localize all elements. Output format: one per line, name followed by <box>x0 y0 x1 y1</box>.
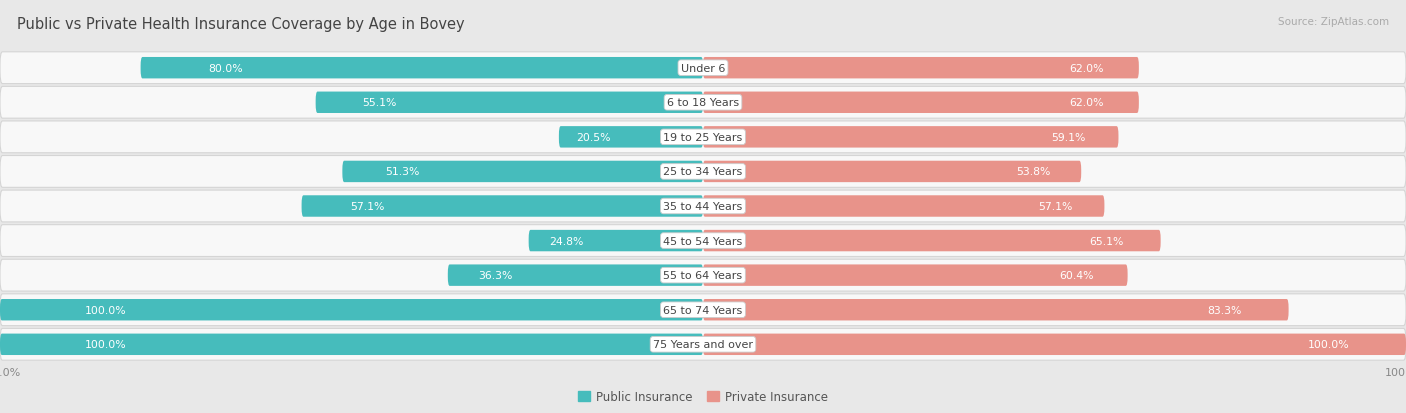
FancyBboxPatch shape <box>703 334 1406 355</box>
Text: Under 6: Under 6 <box>681 64 725 74</box>
Text: 51.3%: 51.3% <box>385 167 420 177</box>
FancyBboxPatch shape <box>0 53 1406 84</box>
Text: 24.8%: 24.8% <box>550 236 583 246</box>
FancyBboxPatch shape <box>0 156 1406 188</box>
FancyBboxPatch shape <box>0 260 1406 291</box>
FancyBboxPatch shape <box>703 127 1119 148</box>
Text: 55 to 64 Years: 55 to 64 Years <box>664 271 742 280</box>
Text: 83.3%: 83.3% <box>1208 305 1241 315</box>
FancyBboxPatch shape <box>0 122 1406 153</box>
FancyBboxPatch shape <box>0 329 1406 360</box>
FancyBboxPatch shape <box>703 299 1289 320</box>
Text: 57.1%: 57.1% <box>1038 202 1073 211</box>
Text: 100.0%: 100.0% <box>1308 339 1350 349</box>
Text: 59.1%: 59.1% <box>1050 133 1085 142</box>
Text: 6 to 18 Years: 6 to 18 Years <box>666 98 740 108</box>
FancyBboxPatch shape <box>0 87 1406 119</box>
FancyBboxPatch shape <box>0 191 1406 222</box>
FancyBboxPatch shape <box>141 58 703 79</box>
Legend: Public Insurance, Private Insurance: Public Insurance, Private Insurance <box>574 385 832 408</box>
FancyBboxPatch shape <box>703 196 1105 217</box>
FancyBboxPatch shape <box>703 58 1139 79</box>
Text: 62.0%: 62.0% <box>1070 64 1104 74</box>
Text: 19 to 25 Years: 19 to 25 Years <box>664 133 742 142</box>
Text: Public vs Private Health Insurance Coverage by Age in Bovey: Public vs Private Health Insurance Cover… <box>17 17 464 31</box>
Text: 53.8%: 53.8% <box>1017 167 1050 177</box>
Text: 35 to 44 Years: 35 to 44 Years <box>664 202 742 211</box>
FancyBboxPatch shape <box>703 161 1081 183</box>
FancyBboxPatch shape <box>560 127 703 148</box>
FancyBboxPatch shape <box>343 161 703 183</box>
Text: 25 to 34 Years: 25 to 34 Years <box>664 167 742 177</box>
Text: Source: ZipAtlas.com: Source: ZipAtlas.com <box>1278 17 1389 26</box>
Text: 57.1%: 57.1% <box>350 202 384 211</box>
FancyBboxPatch shape <box>315 93 703 114</box>
Text: 65.1%: 65.1% <box>1090 236 1123 246</box>
Text: 36.3%: 36.3% <box>478 271 513 280</box>
Text: 100.0%: 100.0% <box>84 305 127 315</box>
Text: 20.5%: 20.5% <box>576 133 610 142</box>
FancyBboxPatch shape <box>703 230 1161 252</box>
FancyBboxPatch shape <box>0 294 1406 326</box>
FancyBboxPatch shape <box>703 265 1128 286</box>
Text: 55.1%: 55.1% <box>363 98 396 108</box>
Text: 45 to 54 Years: 45 to 54 Years <box>664 236 742 246</box>
FancyBboxPatch shape <box>703 93 1139 114</box>
Text: 100.0%: 100.0% <box>84 339 127 349</box>
FancyBboxPatch shape <box>0 225 1406 257</box>
FancyBboxPatch shape <box>0 299 703 320</box>
Text: 80.0%: 80.0% <box>208 64 243 74</box>
Text: 60.4%: 60.4% <box>1059 271 1094 280</box>
FancyBboxPatch shape <box>449 265 703 286</box>
Text: 65 to 74 Years: 65 to 74 Years <box>664 305 742 315</box>
FancyBboxPatch shape <box>0 334 703 355</box>
FancyBboxPatch shape <box>301 196 703 217</box>
Text: 75 Years and over: 75 Years and over <box>652 339 754 349</box>
FancyBboxPatch shape <box>529 230 703 252</box>
Text: 62.0%: 62.0% <box>1070 98 1104 108</box>
